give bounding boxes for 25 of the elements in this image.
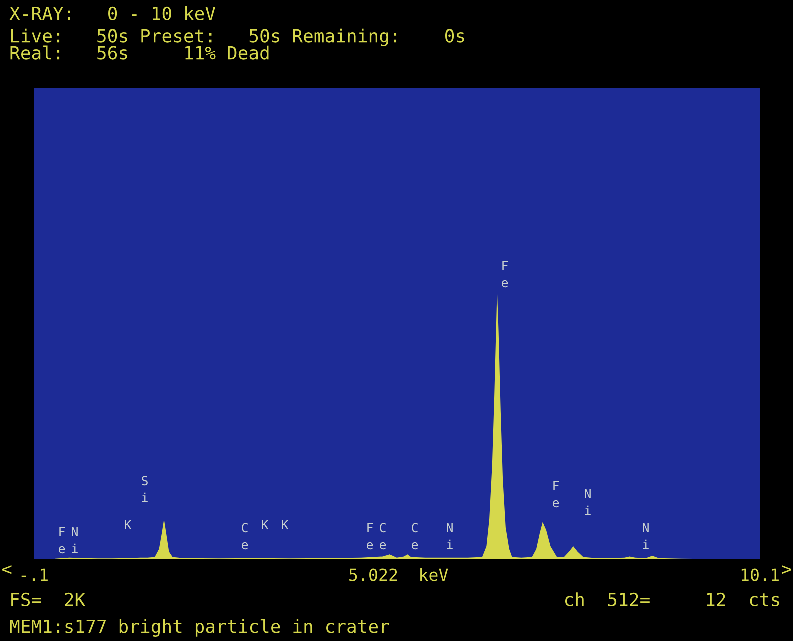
annotation: Fe [552,481,560,508]
annotation: Ni [643,523,649,550]
x-tick-label: 10.1 [742,568,779,582]
text: Fe [502,261,508,288]
x-tick-label: -.1 [22,568,48,582]
annotation: Ce [242,523,248,550]
annotation: K [262,520,269,530]
annotation: Ni [447,523,453,550]
text: > [782,565,792,574]
annotation: Ce [380,523,386,550]
annotation: Ni [72,527,78,554]
annotation: K [125,520,132,530]
annotation: Fe [58,527,66,554]
annotation: Fe [366,523,374,550]
text: ch 512= 12 cts [565,592,780,607]
chart-title: X-RAY: 0 - 10 keV [10,6,216,20]
annotation: Ni [585,489,591,516]
annotation: Si [142,476,148,502]
annotation: K [282,520,289,530]
text: MEM1:s177 bright particle in crater [10,619,390,638]
text: < [2,565,12,574]
chart-subtitle: Live: 50s Preset: 50s Remaining: 0s Real: 56s 11% Dead [10,28,464,60]
x-tick-label: 5.022 keV [350,568,448,582]
annotation: Ce [412,523,418,550]
text: FS= 2K [12,592,86,607]
